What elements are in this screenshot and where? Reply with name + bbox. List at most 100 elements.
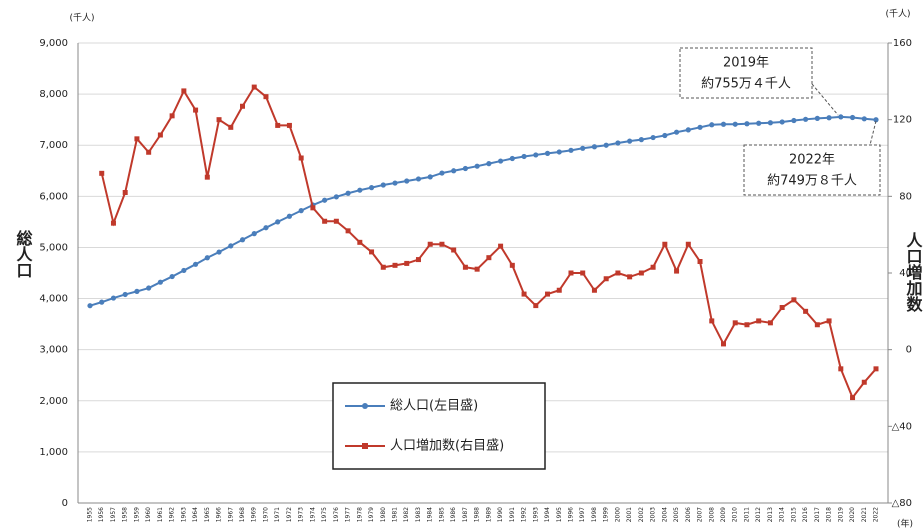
point xyxy=(638,137,644,143)
x-tick-label: 1967 xyxy=(227,507,234,522)
x-tick-label: 1957 xyxy=(110,507,117,522)
x-tick-label: 1968 xyxy=(239,507,246,522)
point xyxy=(404,260,410,266)
point xyxy=(732,121,738,127)
point xyxy=(638,270,644,276)
x-tick-label: 2002 xyxy=(638,507,645,522)
point xyxy=(826,115,832,121)
x-tick-label: 2007 xyxy=(697,507,704,522)
x-tick-label: 1956 xyxy=(98,507,105,522)
point xyxy=(345,190,351,196)
x-tick-label: 2019 xyxy=(837,507,844,522)
x-tick-label: 2000 xyxy=(614,507,621,522)
point xyxy=(369,249,375,255)
point xyxy=(368,185,375,191)
x-tick-label: 2013 xyxy=(767,507,774,522)
point xyxy=(146,285,152,291)
x-tick-label: 2003 xyxy=(650,507,657,522)
x-tick-label: 1975 xyxy=(321,507,328,522)
series-line xyxy=(100,85,877,400)
y2-tick-label: △80 xyxy=(892,498,912,509)
annotation-text: 約755万４千人 xyxy=(701,77,791,92)
y2-unit: (千人) xyxy=(885,9,910,20)
point xyxy=(204,255,210,261)
legend-marker xyxy=(362,443,368,449)
point xyxy=(873,366,879,372)
point xyxy=(181,88,187,94)
point xyxy=(650,264,656,270)
point xyxy=(298,155,304,161)
point xyxy=(498,243,504,249)
point xyxy=(720,121,727,127)
point xyxy=(580,145,586,151)
x-tick-label: 1992 xyxy=(521,507,528,522)
x-tick-label: 1977 xyxy=(345,507,352,522)
x-tick-label: 1970 xyxy=(262,507,269,522)
x-tick-label: 1991 xyxy=(509,507,516,522)
point xyxy=(275,219,281,225)
point xyxy=(544,150,551,156)
point xyxy=(814,322,820,328)
x-tick-label: 1997 xyxy=(579,507,586,522)
point xyxy=(545,291,551,297)
point xyxy=(850,395,856,401)
point xyxy=(767,120,774,126)
x-tick-label: 1981 xyxy=(392,507,399,522)
point xyxy=(486,161,492,167)
point xyxy=(228,124,234,130)
x-tick-label: 1972 xyxy=(286,507,293,522)
point xyxy=(803,308,809,314)
point xyxy=(87,303,93,309)
x-tick-label: 2017 xyxy=(814,507,821,522)
point xyxy=(533,152,539,158)
x-tick-label: 2001 xyxy=(626,507,633,522)
point xyxy=(310,205,316,211)
point xyxy=(744,322,750,328)
point xyxy=(169,273,175,280)
point xyxy=(122,291,128,298)
point xyxy=(216,117,222,123)
point xyxy=(275,122,281,128)
point xyxy=(732,320,738,326)
x-tick-label: 2018 xyxy=(826,507,833,522)
point xyxy=(146,149,152,155)
x-tick-label: 1987 xyxy=(462,507,469,522)
x-tick-label: 2021 xyxy=(861,507,868,522)
y-tick-label: 7,000 xyxy=(39,140,68,151)
point xyxy=(251,84,257,90)
x-tick-label: 1969 xyxy=(251,507,258,522)
y2-tick-label: 0 xyxy=(906,345,912,356)
y-tick-label: 3,000 xyxy=(39,345,68,356)
x-tick-label: 1996 xyxy=(567,507,574,522)
point xyxy=(333,194,339,200)
point xyxy=(521,291,527,297)
point xyxy=(591,144,598,150)
point xyxy=(99,299,105,305)
x-tick-label: 1979 xyxy=(368,507,375,522)
x-tick-label: 1960 xyxy=(145,507,152,522)
y2-tick-label: 120 xyxy=(893,115,912,126)
point xyxy=(533,303,539,309)
legend-label: 人口増加数(右目盛) xyxy=(390,439,504,454)
point xyxy=(779,119,785,125)
annotation-year: 2019年 xyxy=(723,56,769,71)
point xyxy=(849,114,856,121)
x-tick-label: 2015 xyxy=(790,507,797,522)
point xyxy=(591,287,597,293)
point xyxy=(157,279,163,285)
x-tick-label: 2010 xyxy=(732,507,739,522)
y-unit: (千人) xyxy=(69,13,94,24)
y-tick-label: 9,000 xyxy=(39,38,68,49)
point xyxy=(709,122,715,128)
x-tick-label: 2020 xyxy=(849,507,856,522)
point xyxy=(110,220,116,226)
annotation-box xyxy=(743,144,881,196)
y-tick-label: 4,000 xyxy=(39,294,68,305)
point xyxy=(685,127,691,133)
x-tick-label: 1959 xyxy=(133,507,140,522)
x-tick-label: 2005 xyxy=(673,507,680,522)
point xyxy=(439,241,445,247)
x-tick-label: 1962 xyxy=(169,507,176,522)
point xyxy=(697,259,703,264)
point xyxy=(451,168,457,174)
